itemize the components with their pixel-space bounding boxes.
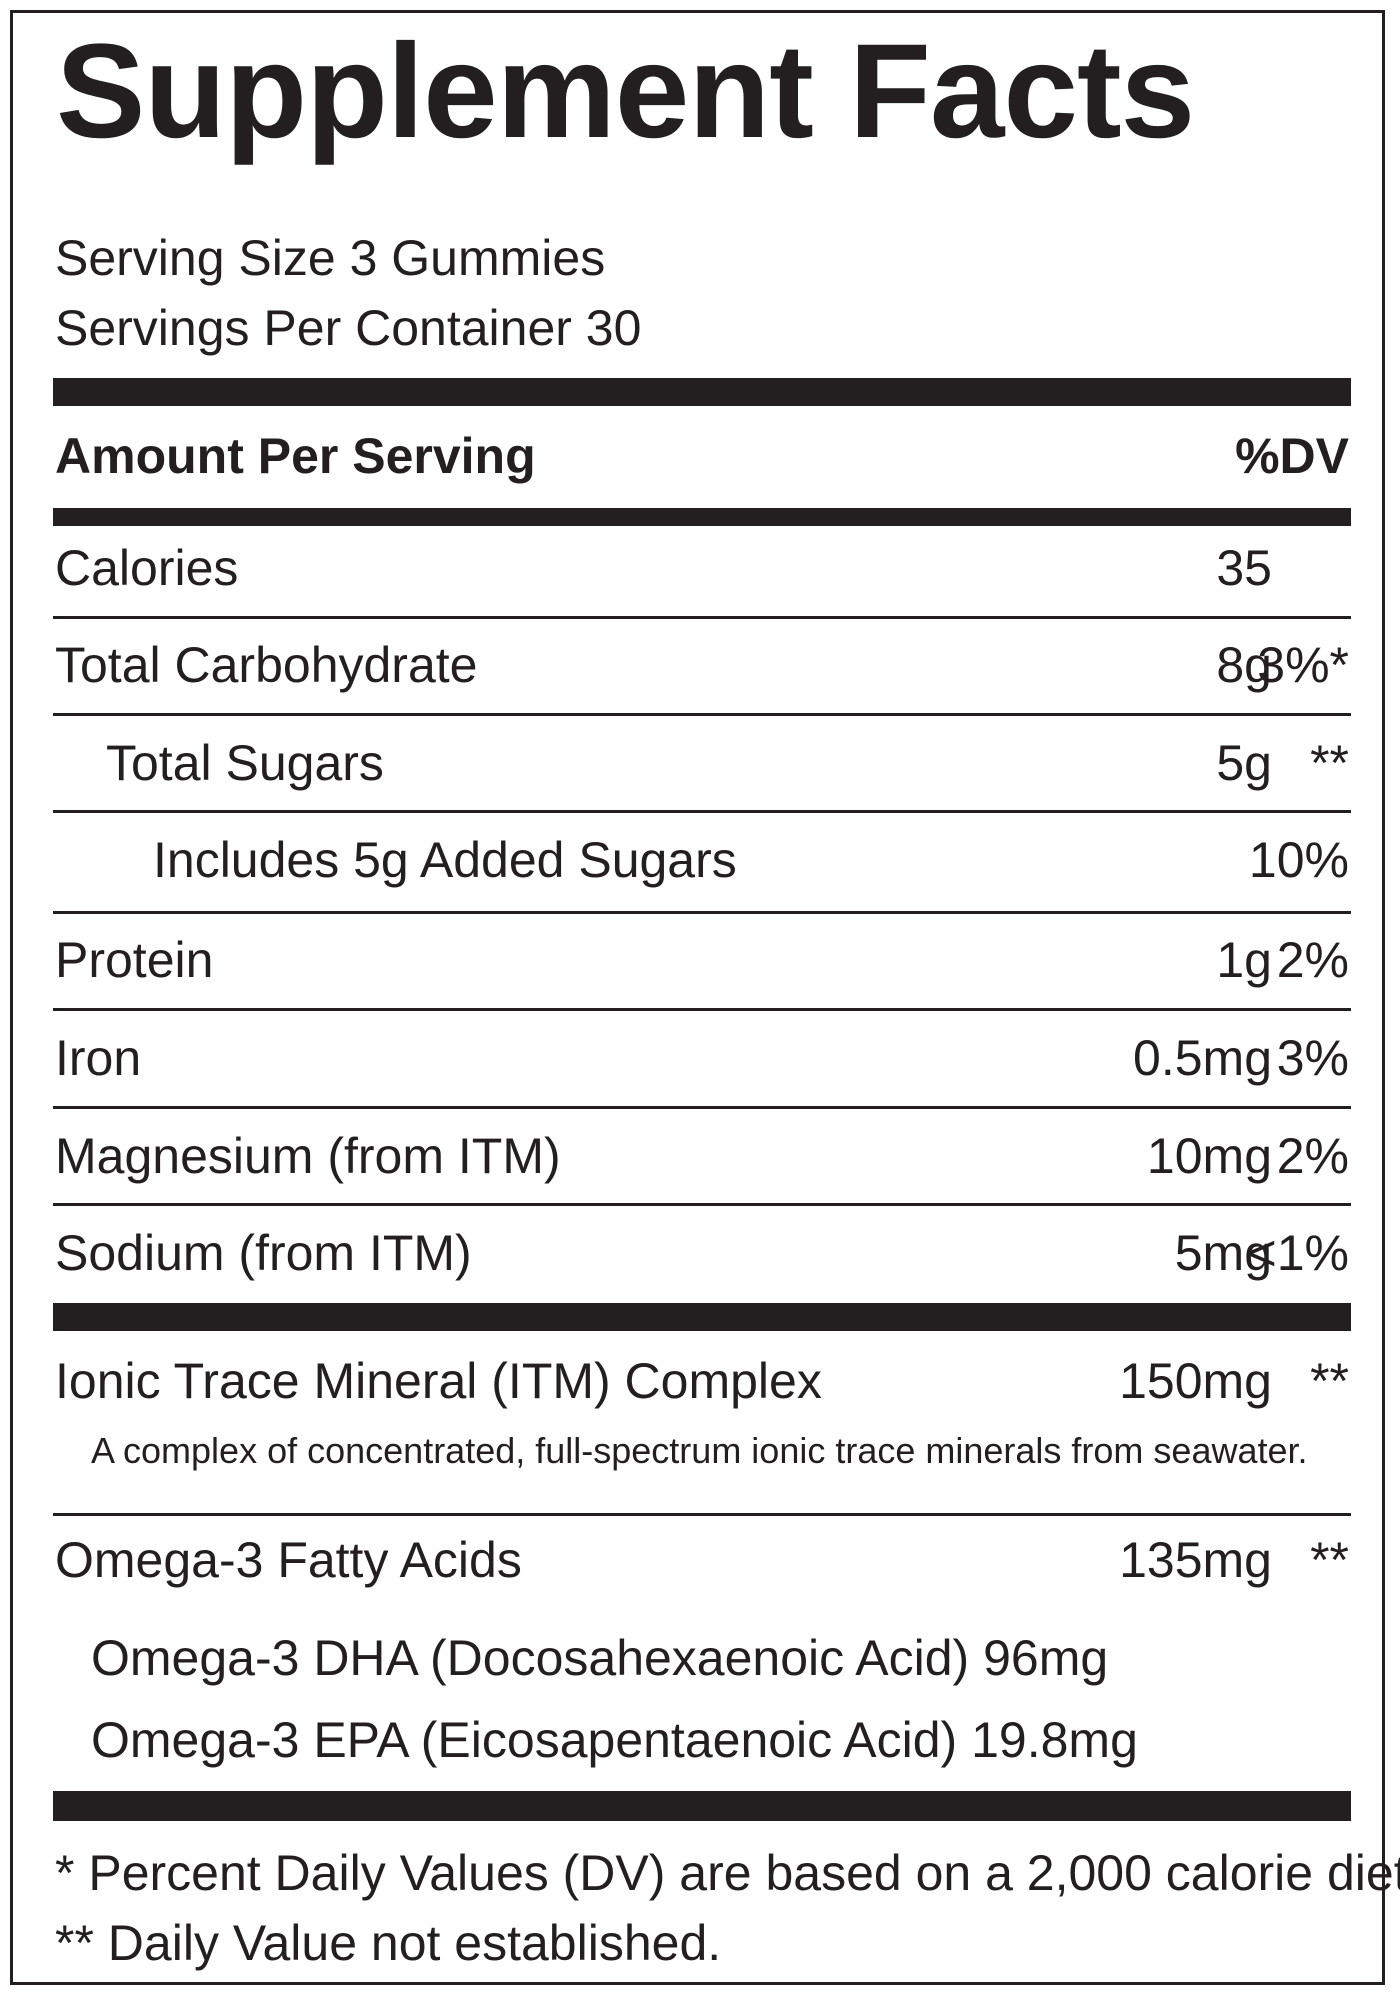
- thick-divider-top: [53, 378, 1351, 406]
- dv-header: %DV: [1235, 428, 1349, 484]
- serving-size: Serving Size 3 Gummies: [55, 230, 606, 286]
- nutrient-dv-added-sugars: 10%: [1248, 832, 1349, 888]
- nutrient-name-protein: Protein: [55, 932, 214, 988]
- medium-divider: [53, 508, 1351, 526]
- nutrient-name-calories: Calories: [55, 540, 239, 596]
- nutrient-name-sodium: Sodium (from ITM): [55, 1225, 472, 1281]
- omega-name: Omega-3 Fatty Acids: [55, 1532, 522, 1588]
- nutrient-name-magnesium: Magnesium (from ITM): [55, 1128, 561, 1184]
- thick-divider-middle: [53, 1303, 1351, 1331]
- supplement-facts-panel: Supplement Facts Serving Size 3 Gummies …: [10, 10, 1400, 1985]
- row-divider: [53, 1203, 1351, 1206]
- itm-description: A complex of concentrated, full-spectrum…: [91, 1430, 1308, 1471]
- omega-dha: Omega-3 DHA (Docosahexaenoic Acid) 96mg: [91, 1630, 1109, 1686]
- row-divider: [53, 911, 1351, 914]
- row-divider: [53, 1008, 1351, 1011]
- nutrient-amount-protein: 1g: [1216, 932, 1272, 988]
- nutrient-amount-sodium: 5mg: [1174, 1225, 1272, 1281]
- row-divider: [53, 1106, 1351, 1109]
- thick-divider-bottom: [53, 1791, 1351, 1821]
- nutrient-dv-total-carbohydrate: 3%*: [1257, 637, 1349, 693]
- row-divider: [53, 810, 1351, 813]
- amount-per-serving-header: Amount Per Serving: [55, 428, 536, 484]
- label-title: Supplement Facts: [56, 17, 1195, 166]
- nutrient-dv-protein: 2%: [1276, 932, 1349, 988]
- omega-amount: 135mg: [1119, 1532, 1272, 1588]
- row-divider: [53, 1513, 1351, 1516]
- nutrient-name-total-sugars: Total Sugars: [106, 735, 384, 791]
- nutrient-name-added-sugars: Includes 5g Added Sugars: [153, 832, 737, 888]
- nutrient-dv-sodium: <1%: [1247, 1225, 1349, 1281]
- nutrient-amount-total-carbohydrate: 8g: [1216, 637, 1272, 693]
- nutrient-name-total-carbohydrate: Total Carbohydrate: [55, 637, 478, 693]
- itm-dv: **: [1310, 1353, 1349, 1409]
- footnote-dv: * Percent Daily Values (DV) are based on…: [55, 1845, 1400, 1901]
- itm-amount: 150mg: [1119, 1353, 1272, 1409]
- nutrient-dv-iron: 3%: [1276, 1030, 1349, 1086]
- nutrient-amount-total-sugars: 5g: [1216, 735, 1272, 791]
- servings-per-container: Servings Per Container 30: [55, 300, 642, 356]
- footnote-not-established: ** Daily Value not established.: [55, 1915, 722, 1971]
- omega-epa: Omega-3 EPA (Eicosapentaenoic Acid) 19.8…: [91, 1712, 1138, 1768]
- itm-name: Ionic Trace Mineral (ITM) Complex: [55, 1353, 822, 1409]
- omega-dv: **: [1310, 1532, 1349, 1588]
- row-divider: [53, 713, 1351, 716]
- row-divider: [53, 616, 1351, 619]
- nutrient-amount-iron: 0.5mg: [1133, 1030, 1272, 1086]
- nutrient-amount-magnesium: 10mg: [1146, 1128, 1272, 1184]
- nutrient-dv-magnesium: 2%: [1276, 1128, 1349, 1184]
- nutrient-name-iron: Iron: [55, 1030, 142, 1086]
- nutrient-amount-calories: 35: [1216, 540, 1272, 596]
- nutrient-dv-total-sugars: **: [1310, 735, 1349, 791]
